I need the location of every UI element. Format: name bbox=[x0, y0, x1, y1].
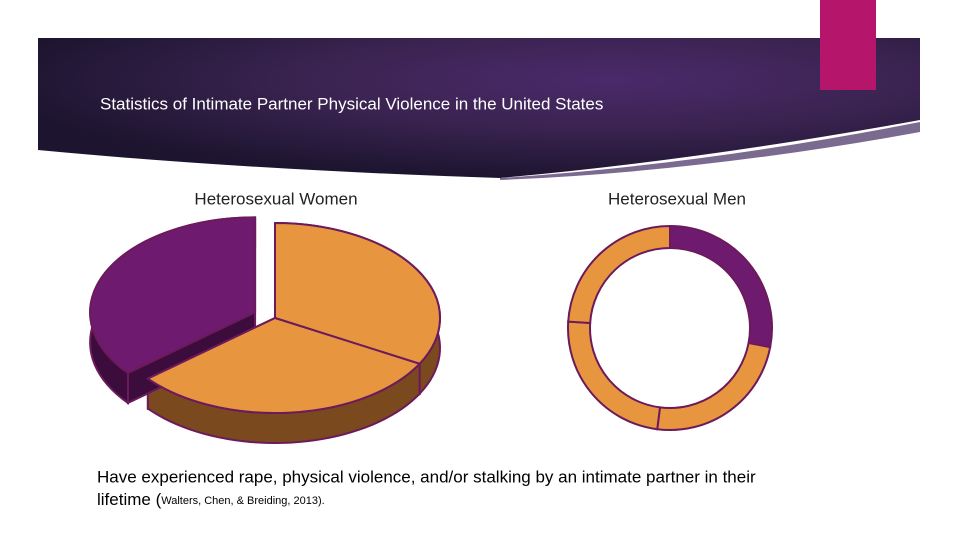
caption: lifetime (Walters, Chen, & Breiding, 201… bbox=[97, 490, 325, 509]
pie-slice bbox=[89, 216, 257, 375]
banner bbox=[38, 38, 920, 178]
citation: Walters, Chen, & Breiding, 2013). bbox=[161, 495, 324, 507]
donut-segment bbox=[567, 224, 671, 325]
chart-title: Heterosexual Women bbox=[194, 189, 357, 208]
chart-title: Heterosexual Men bbox=[608, 189, 746, 208]
caption: Have experienced rape, physical violence… bbox=[97, 467, 756, 486]
pie-slice bbox=[145, 316, 422, 415]
caption: lifetime ( bbox=[97, 490, 162, 509]
donut-segment bbox=[656, 341, 772, 431]
donut-segment bbox=[567, 320, 662, 431]
donut-segment bbox=[669, 224, 773, 349]
pie-slice bbox=[274, 221, 441, 365]
accent bbox=[820, 0, 876, 90]
slide-title: Statistics of Intimate Partner Physical … bbox=[100, 94, 603, 113]
